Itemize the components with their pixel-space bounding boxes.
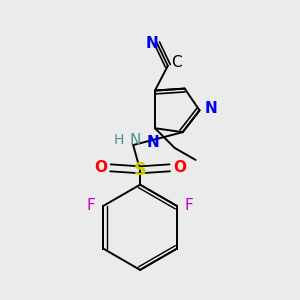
Text: N: N xyxy=(130,133,141,148)
Text: S: S xyxy=(134,161,147,179)
Text: O: O xyxy=(94,160,107,175)
Text: F: F xyxy=(87,199,96,214)
Text: C: C xyxy=(171,55,182,70)
Text: H: H xyxy=(114,133,124,147)
Text: N: N xyxy=(146,35,158,50)
Text: O: O xyxy=(173,160,186,175)
Text: F: F xyxy=(184,199,193,214)
Text: N: N xyxy=(205,101,218,116)
Text: N: N xyxy=(147,135,159,150)
